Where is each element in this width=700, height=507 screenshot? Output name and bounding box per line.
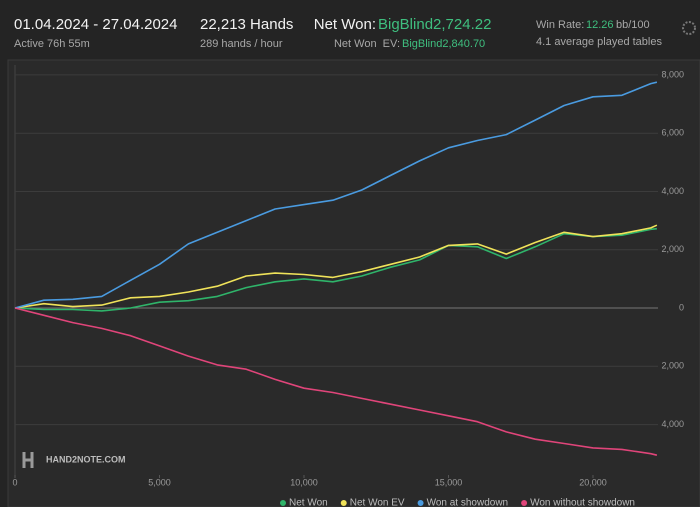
logo: HAND2NOTE.COM bbox=[22, 452, 126, 468]
win-rate-unit: bb/100 bbox=[616, 19, 650, 31]
ev-value: BigBlind2,840.70 bbox=[402, 38, 485, 50]
ev-label: Net Won EV: bbox=[334, 38, 400, 50]
settings-icon[interactable] bbox=[682, 21, 696, 35]
net-won-label: Net Won: bbox=[314, 16, 376, 33]
y-tick-label: 0 bbox=[679, 302, 684, 312]
y-tick-label: 2,000 bbox=[661, 244, 684, 254]
legend-swatch bbox=[521, 500, 528, 506]
legend-swatch bbox=[417, 500, 424, 506]
chart-panel bbox=[7, 59, 700, 507]
logo-mark bbox=[22, 452, 34, 468]
y-tick-label: 6,000 bbox=[661, 128, 684, 138]
legend-label: Net Won bbox=[289, 498, 328, 507]
series-line bbox=[14, 307, 658, 456]
x-tick-label: 0 bbox=[12, 477, 17, 487]
y-tick-label: 4,000 bbox=[661, 419, 684, 429]
x-tick-label: 10,000 bbox=[290, 477, 318, 487]
y-tick-label: 2,000 bbox=[661, 361, 684, 371]
hands: 22,213 Hands bbox=[200, 16, 293, 33]
x-tick-label: 15,000 bbox=[435, 477, 463, 487]
legend-swatch bbox=[280, 500, 286, 506]
series-line bbox=[14, 224, 658, 309]
legend-label: Won at showdown bbox=[427, 498, 509, 507]
active-time: Active 76h 55m bbox=[14, 38, 90, 50]
date-range: 01.04.2024 - 27.04.2024 bbox=[14, 16, 177, 33]
net-won-value: BigBlind2,724.22 bbox=[378, 16, 491, 33]
hands-per-hour: 289 hands / hour bbox=[200, 38, 283, 50]
plot: 4,000 2,000 0 2,000 4,000 6,000 8,000 0 5,000 10,… bbox=[12, 65, 684, 507]
logo-text: HAND2NOTE.COM bbox=[46, 454, 126, 464]
series-line bbox=[14, 227, 657, 312]
legend-label: Won without showdown bbox=[530, 498, 635, 507]
win-rate-label: Win Rate: bbox=[536, 19, 584, 31]
x-tick-label: 5,000 bbox=[148, 477, 171, 487]
legend-label: Net Won EV bbox=[350, 498, 405, 507]
y-tick-label: 8,000 bbox=[661, 69, 684, 79]
y-tick-label: 4,000 bbox=[661, 186, 684, 196]
legend-swatch bbox=[340, 500, 347, 506]
tables: 4.1 average played tables bbox=[536, 36, 662, 48]
x-tick-label: 20,000 bbox=[579, 477, 607, 487]
win-rate-value: 12.26 bbox=[586, 19, 614, 31]
series-line bbox=[14, 81, 658, 309]
